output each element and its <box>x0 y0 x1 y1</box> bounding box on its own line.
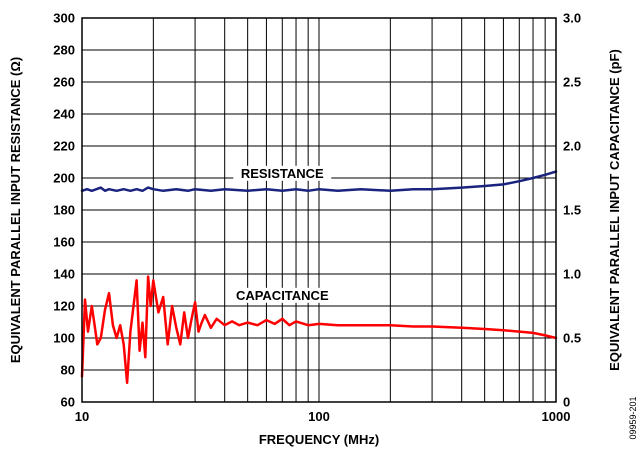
right-y-tick-label: 1.5 <box>563 203 581 218</box>
left-y-tick-label: 220 <box>53 139 75 154</box>
left-y-axis-ticks: 60 80 100 120 140 160 180 200 220 240 260 280 300 <box>53 11 75 410</box>
right-y-tick-label: 2.0 <box>563 139 581 154</box>
left-y-tick-label: 300 <box>53 11 75 26</box>
right-y-tick-label: 2.5 <box>563 75 581 90</box>
left-y-tick-label: 100 <box>53 331 75 346</box>
left-y-tick-label: 80 <box>61 363 75 378</box>
x-tick-label: 10 <box>75 409 89 424</box>
right-y-tick-label: 3.0 <box>563 11 581 26</box>
left-y-axis-title: EQUIVALENT PARALLEL INPUT RESISTANCE (Ω) <box>8 57 23 363</box>
left-y-tick-label: 160 <box>53 235 75 250</box>
x-tick-label: 1000 <box>542 409 571 424</box>
plot-frame <box>81 17 557 403</box>
series-label-resistance: RESISTANCE <box>241 166 324 181</box>
series-lines <box>80 170 558 385</box>
right-y-axis-ticks: 0 0.5 1.0 1.5 2.0 2.5 3.0 <box>563 11 581 410</box>
x-axis-ticks: 10 100 1000 <box>75 409 571 424</box>
left-y-tick-label: 200 <box>53 171 75 186</box>
right-y-tick-label: 0 <box>563 395 570 410</box>
left-y-tick-label: 140 <box>53 267 75 282</box>
left-y-tick-label: 280 <box>53 43 75 58</box>
left-y-tick-label: 260 <box>53 75 75 90</box>
figure-id: 09959-201 <box>628 396 638 439</box>
left-y-tick-label: 120 <box>53 299 75 314</box>
series-line-capacitance <box>80 275 558 385</box>
series-line-resistance <box>80 170 558 193</box>
right-y-tick-label: 1.0 <box>563 267 581 282</box>
left-y-tick-label: 60 <box>61 395 75 410</box>
x-tick-label: 100 <box>308 409 330 424</box>
series-annotations: RESISTANCE CAPACITANCE <box>236 166 329 303</box>
left-y-tick-label: 180 <box>53 203 75 218</box>
series-label-background <box>228 287 336 303</box>
left-y-tick-label: 240 <box>53 107 75 122</box>
series-label-backgrounds <box>228 165 336 303</box>
right-y-axis-title: EQUIVALENT PARALLEL INPUT CAPACITANCE (p… <box>607 49 622 371</box>
series-label-capacitance: CAPACITANCE <box>236 288 329 303</box>
grid <box>82 17 556 403</box>
right-y-tick-label: 0.5 <box>563 331 581 346</box>
series-label-background <box>233 165 332 181</box>
x-axis-title: FREQUENCY (MHz) <box>259 432 379 447</box>
